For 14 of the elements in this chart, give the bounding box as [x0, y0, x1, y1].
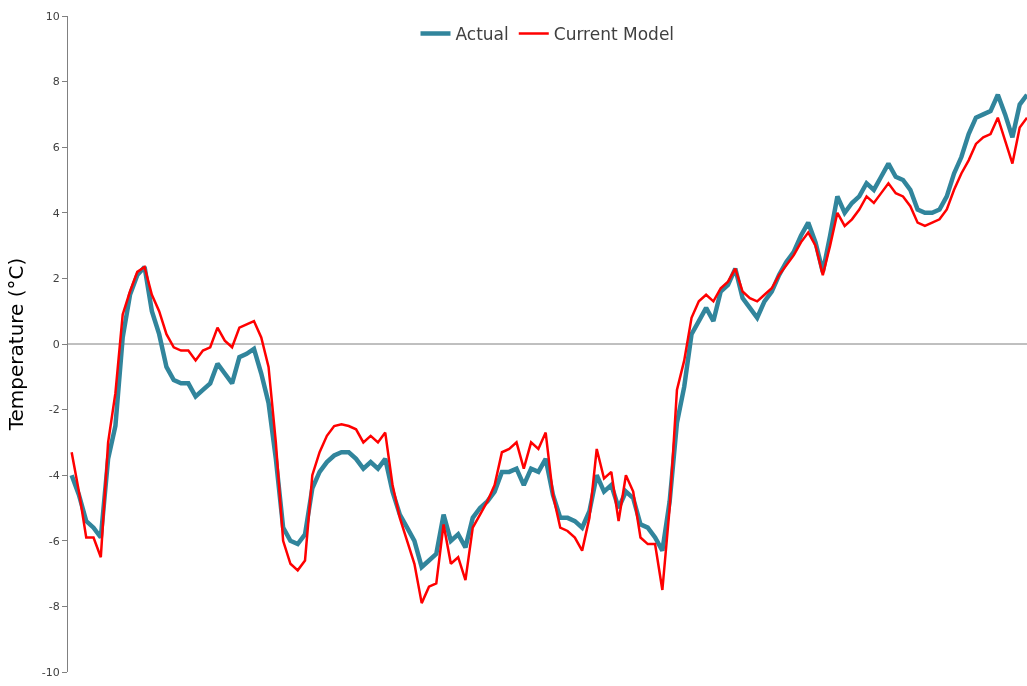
y-tick-label: 0: [52, 337, 60, 351]
y-tick-label: 10: [45, 9, 60, 23]
y-tick-label: -10: [41, 665, 60, 679]
y-tick-label: -8: [48, 600, 60, 614]
legend-label: Current Model: [553, 24, 675, 45]
y-tick-label: -2: [48, 403, 60, 417]
y-tick-label: 4: [52, 206, 60, 220]
y-axis-title: Temperature (°C): [4, 257, 29, 432]
y-tick-label: 8: [52, 75, 60, 89]
y-tick-label: 2: [52, 272, 60, 286]
y-tick-label: -4: [48, 469, 60, 483]
legend-label: Actual: [455, 24, 509, 45]
y-tick-label: -6: [48, 534, 60, 548]
y-tick-label: 6: [52, 141, 60, 155]
